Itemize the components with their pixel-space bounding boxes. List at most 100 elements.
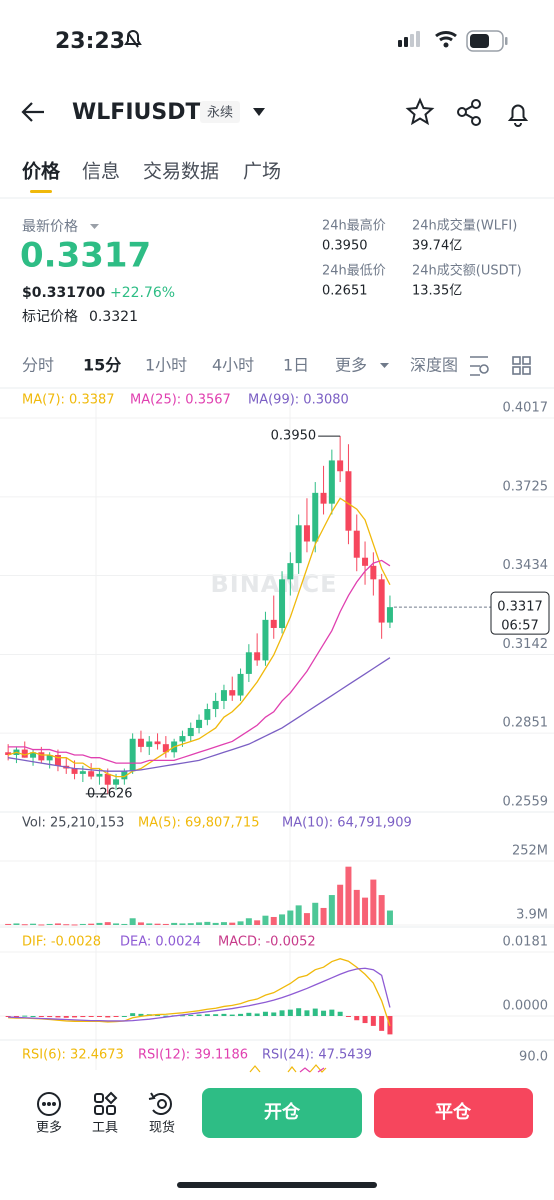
tool-label[interactable]: 现货 [149, 1120, 175, 1136]
macd-bar [304, 1010, 310, 1016]
volume-bar [320, 907, 327, 925]
volume-bar [204, 921, 211, 925]
candle-body [362, 557, 369, 566]
macd-bar [38, 1016, 44, 1017]
candle-body [162, 744, 169, 753]
macd-bar [379, 1016, 385, 1031]
interval[interactable]: 深度图 [410, 356, 458, 375]
open-label[interactable]: 开仓 [264, 1101, 301, 1123]
more-icon[interactable] [37, 1092, 61, 1116]
macd-bar [329, 1009, 335, 1016]
last-price: 0.3317 [20, 236, 151, 276]
interval[interactable]: 15分 [83, 356, 121, 375]
high-label: 0.3950 [271, 429, 317, 444]
tab[interactable]: 广场 [243, 161, 281, 183]
layout-button[interactable] [512, 356, 531, 375]
volume-bar [5, 923, 12, 925]
stat-value: 39.74亿 [412, 239, 462, 254]
candle-body [345, 471, 352, 531]
candle-body [254, 652, 261, 661]
macd-bar [163, 1015, 169, 1017]
candle-body [378, 579, 385, 623]
price-dropdown[interactable] [90, 224, 99, 229]
spot-icon[interactable] [148, 1092, 172, 1115]
back-button[interactable] [21, 102, 44, 122]
volume-bar [312, 902, 319, 925]
stat-value: 13.35亿 [412, 284, 462, 299]
tools-icon[interactable] [94, 1091, 118, 1115]
y-tick-label: 252M [512, 844, 548, 859]
macd-bar [238, 1013, 244, 1016]
volume-bar [328, 895, 335, 925]
close-button[interactable] [374, 1088, 533, 1138]
favorite-button[interactable] [405, 97, 435, 126]
candle-body [30, 752, 37, 758]
stat-label: 24h最高价 [322, 218, 386, 234]
y-tick-label: 0.2559 [503, 795, 549, 810]
share-button[interactable] [457, 99, 481, 126]
volume-bar [362, 897, 369, 925]
candle-body [204, 709, 211, 720]
volume-bar [46, 923, 53, 925]
candle-body [71, 768, 78, 774]
volume-bar [386, 910, 393, 925]
volume-bar [179, 923, 186, 925]
symbol-dropdown[interactable] [253, 108, 265, 116]
indicator-line [8, 559, 391, 764]
y-tick-label: 0.0000 [503, 999, 549, 1014]
price-label: 最新价格 [22, 219, 78, 235]
close-label[interactable]: 平仓 [435, 1101, 472, 1123]
y-tick-label: 0.3725 [503, 479, 549, 494]
tool-label[interactable]: 工具 [92, 1121, 118, 1136]
interval[interactable]: 1日 [283, 356, 309, 375]
candle-body [187, 727, 194, 737]
candle-body [279, 579, 286, 628]
interval[interactable]: 更多 [335, 356, 367, 375]
candle-body [88, 771, 95, 777]
macd-bar [88, 1016, 94, 1017]
volume-bar [196, 922, 203, 925]
tab[interactable]: 价格 [22, 160, 61, 183]
volume-bar [353, 889, 360, 925]
status-icons [124, 30, 508, 52]
more-dropdown[interactable] [380, 363, 389, 368]
stat-value: 0.3950 [322, 239, 368, 254]
candle-body [96, 773, 103, 777]
volume-bar [162, 923, 169, 925]
legend-item: MA(5): 69,807,715 [138, 816, 259, 831]
tab[interactable]: 交易数据 [143, 161, 219, 183]
notification-button[interactable] [507, 104, 529, 127]
volume-bar [187, 923, 194, 925]
candle-body [212, 700, 219, 710]
volume-bar [254, 920, 261, 925]
y-tick-label: 3.9M [516, 908, 548, 923]
candle-body [146, 741, 153, 747]
candle-body [21, 749, 28, 758]
home-indicator [177, 1182, 377, 1188]
macd-bar [47, 1016, 53, 1018]
volume-bar [212, 922, 219, 925]
volume-bar [279, 914, 286, 925]
legend-item: Vol: 25,210,153 [22, 816, 124, 831]
interval[interactable]: 4小时 [212, 356, 254, 375]
macd-bar [13, 1016, 19, 1017]
volume-bar [88, 923, 95, 925]
legend-item: MA(99): 0.3080 [248, 393, 349, 408]
indicator-settings[interactable] [470, 356, 489, 376]
tool-label[interactable]: 更多 [36, 1120, 62, 1136]
macd-bar [96, 1016, 102, 1017]
interval[interactable]: 分时 [22, 356, 54, 375]
tab[interactable]: 信息 [82, 161, 120, 183]
macd-bar [246, 1012, 252, 1016]
candle-body [38, 752, 45, 761]
legend-item: DEA: 0.0024 [120, 935, 201, 950]
volume-bar [79, 923, 86, 925]
macd-bar [321, 1010, 327, 1016]
interval[interactable]: 1小时 [145, 356, 187, 375]
open-button[interactable] [202, 1088, 362, 1138]
stat-label: 24h成交量(WLFI) [412, 218, 517, 234]
time-grid [95, 390, 291, 1070]
volume-bar [262, 915, 269, 925]
legend-item: RSI(12): 39.1186 [138, 1048, 248, 1063]
macd-bar [138, 1013, 144, 1016]
